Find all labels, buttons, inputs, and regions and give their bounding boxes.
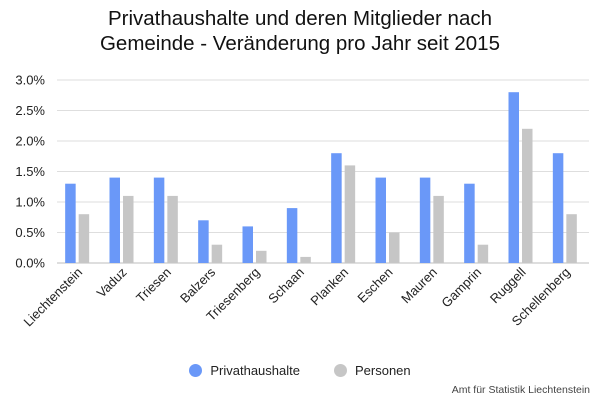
legend-item-personen: Personen [333, 363, 411, 378]
bar-privathaushalte-schaan [286, 208, 298, 263]
x-tick-label: Balzers [177, 264, 219, 306]
bar-personen-mauren [433, 195, 444, 263]
source-note: Amt für Statistik Liechtenstein [451, 384, 590, 396]
bar-privathaushalte-triesen [153, 177, 165, 263]
x-tick-label: Liechtenstein [20, 265, 85, 330]
legend-label-personen: Personen [354, 363, 411, 378]
x-tick-label: Gamprin [438, 265, 484, 311]
y-tick-label: 1.5% [15, 164, 45, 179]
y-tick-label: 0.0% [15, 256, 45, 271]
bar-personen-ruggell [522, 128, 533, 263]
y-tick-label: 2.5% [15, 103, 45, 118]
bar-personen-planken [344, 165, 356, 263]
bar-personen-triesenberg [256, 250, 267, 263]
bar-privathaushalte-schellenberg [552, 153, 564, 263]
x-tick-label: Ruggell [487, 264, 529, 306]
x-tick-label: Vaduz [94, 265, 130, 301]
bar-personen-gamprin [477, 244, 489, 263]
x-tick-label: Mauren [398, 265, 440, 307]
legend-item-privathaushalte: Privathaushalte [189, 363, 300, 378]
bar-privathaushalte-ruggell [508, 92, 519, 263]
y-tick-label: 2.0% [15, 134, 45, 149]
bar-personen-eschen [389, 232, 400, 263]
bar-personen-schellenberg [566, 214, 577, 263]
y-tick-label: 3.0% [15, 73, 45, 88]
bar-privathaushalte-eschen [375, 177, 386, 263]
x-tick-label: Eschen [354, 265, 395, 306]
x-tick-label: Schaan [265, 265, 307, 307]
bar-privathaushalte-triesenberg [242, 226, 253, 263]
y-tick-label: 0.5% [15, 225, 45, 240]
legend-label-privathaushalte: Privathaushalte [210, 363, 300, 378]
bar-privathaushalte-mauren [419, 177, 431, 263]
bar-personen-balzers [211, 244, 223, 263]
legend-marker-privathaushalte [189, 364, 203, 377]
y-tick-label: 1.0% [15, 195, 45, 210]
chart-title: Privathaushalte und deren Mitglieder nac… [0, 6, 600, 56]
x-tick-label: Triesen [133, 265, 174, 306]
chart-title-line-2: Gemeinde - Veränderung pro Jahr seit 201… [99, 32, 500, 55]
chart-title-line-1: Privathaushalte und deren Mitglieder nac… [107, 7, 493, 30]
bar-personen-vaduz [123, 195, 134, 263]
chart-legend: Privathaushalte Personen [0, 363, 600, 378]
bar-personen-triesen [167, 195, 178, 263]
bar-personen-liechtenstein [78, 214, 90, 263]
x-tick-label: Planken [307, 265, 351, 309]
bar-privathaushalte-vaduz [109, 177, 120, 263]
legend-marker-personen [333, 364, 347, 377]
bar-privathaushalte-liechtenstein [65, 183, 76, 263]
bar-privathaushalte-gamprin [464, 183, 475, 263]
bar-privathaushalte-balzers [198, 220, 209, 263]
bar-privathaushalte-planken [331, 153, 342, 263]
bar-personen-schaan [300, 256, 311, 263]
